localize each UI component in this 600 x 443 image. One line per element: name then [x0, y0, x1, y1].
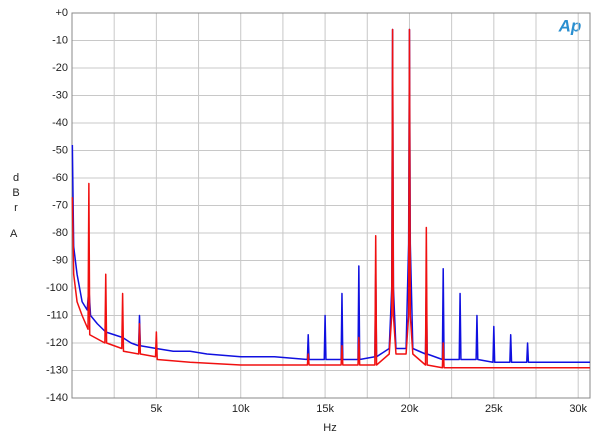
x-axis-label: Hz	[323, 422, 336, 434]
y-tick-label: -60	[52, 172, 68, 184]
x-tick-label: 30k	[569, 403, 587, 415]
y-tick-label: +0	[55, 7, 68, 19]
logo: Ap	[558, 16, 582, 35]
x-tick-label: 15k	[316, 403, 334, 415]
y-tick-label: -30	[52, 89, 68, 101]
y-tick-label: -140	[46, 392, 68, 404]
x-tick-label: 5k	[151, 403, 163, 415]
y-tick-label: -50	[52, 144, 68, 156]
y-tick-label: -90	[52, 254, 68, 266]
y-tick-label: -130	[46, 364, 68, 376]
y-tick-label: -110	[47, 309, 68, 321]
spectrum-line	[71, 28, 590, 369]
x-tick-label: 10k	[232, 403, 250, 415]
y-tick-label: -70	[52, 199, 68, 211]
y-tick-label: -10	[52, 34, 68, 46]
y-tick-label: -40	[52, 117, 68, 129]
spectrum-line	[71, 28, 590, 363]
y-tick-label: -120	[46, 337, 68, 349]
y-axis-label: dBr	[10, 172, 22, 217]
y-axis-unit: A	[10, 228, 18, 240]
x-tick-label: 20k	[401, 403, 419, 415]
x-tick-label: 25k	[485, 403, 503, 415]
y-tick-label: -20	[52, 62, 68, 74]
y-tick-label: -80	[52, 227, 68, 239]
y-tick-label: -100	[46, 282, 68, 294]
